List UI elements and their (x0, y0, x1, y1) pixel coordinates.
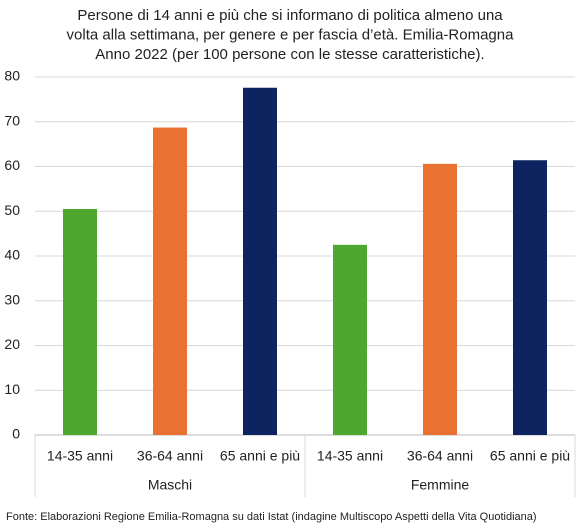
y-tick-label: 60 (4, 157, 20, 173)
y-tick-label: 50 (4, 202, 20, 218)
bar (513, 160, 547, 436)
x-tick-label: 14-35 anni (47, 448, 113, 464)
chart-title: volta alla settimana, per genere e per f… (67, 26, 515, 43)
chart-title: Anno 2022 (per 100 persone con le stesse… (95, 46, 484, 63)
y-tick-label: 30 (4, 291, 20, 307)
bar (63, 209, 97, 435)
bar (243, 87, 277, 436)
group-label: Maschi (148, 477, 192, 493)
y-tick-label: 70 (4, 112, 20, 128)
source-note: Fonte: Elaborazioni Regione Emilia-Romag… (6, 511, 537, 523)
bar (423, 163, 457, 435)
x-tick-label: 36-64 anni (137, 448, 203, 464)
x-tick-label: 36-64 anni (407, 448, 473, 464)
group-label: Femmine (411, 477, 470, 493)
y-tick-label: 0 (12, 426, 20, 442)
y-tick-label: 40 (4, 247, 20, 263)
y-tick-label: 20 (4, 336, 20, 352)
x-tick-label: 65 anni e più (220, 448, 300, 464)
y-tick-label: 10 (4, 381, 20, 397)
x-tick-label: 65 anni e più (490, 448, 570, 464)
y-tick-label: 80 (4, 68, 20, 84)
chart-title: Persone di 14 anni e più che si informan… (77, 7, 503, 24)
bar (333, 244, 367, 435)
bar (153, 127, 187, 435)
x-tick-label: 14-35 anni (317, 448, 383, 464)
